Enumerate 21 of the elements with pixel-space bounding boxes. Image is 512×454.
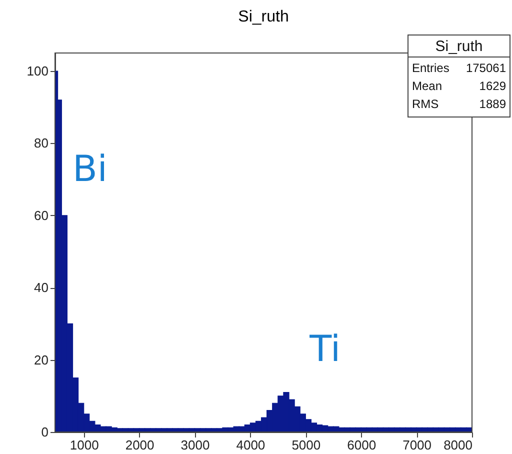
annotation: Si_ruth [435,38,483,55]
x-tick-label: 7000 [402,438,432,452]
annotation: Bi [72,149,108,190]
annotation: Ti [308,329,340,370]
x-tick-label: 1000 [70,438,99,452]
y-tick-label: 40 [34,280,48,296]
y-tick-label: 60 [34,208,48,223]
text: RMS 1889 [412,97,506,111]
y-tick-label: 20 [34,352,48,368]
y-tick-label: 80 [34,136,48,151]
x-tick-label: 8000 [444,438,472,452]
chart-title: Si_ruth [238,8,289,26]
x-tick-label: 6000 [347,438,376,452]
text: Mean 1629 [412,79,506,93]
text: Entries 175061 [412,61,506,75]
x-tick-label: 2000 [125,438,154,452]
x-tick-label: 5000 [292,438,321,452]
y-tick-label: 100 [26,64,48,79]
y-tick-label: 0 [41,424,48,440]
x-tick-label: 3000 [180,438,210,452]
x-tick-label: 4000 [236,438,266,452]
